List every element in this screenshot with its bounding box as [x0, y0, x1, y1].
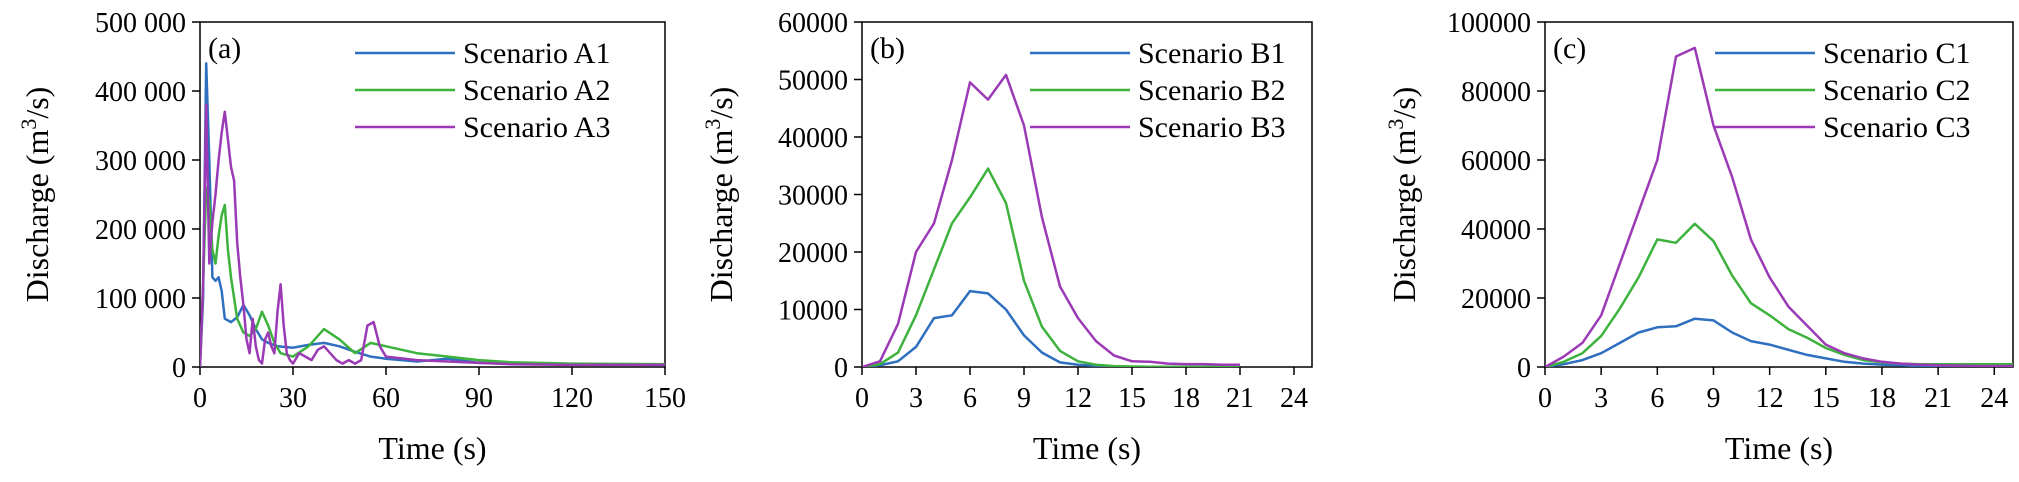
series-line-scenario-c3: [1545, 46, 2013, 367]
y-tick-label: 40000: [778, 123, 848, 154]
legend-label-scenario-a1: Scenario A1: [463, 37, 610, 70]
x-axis-title: Time (s): [378, 430, 486, 466]
chart-panel-a: 0 30 60 90 120 150 0 100 000 200 000 300 000 400 0…: [16, 8, 686, 466]
x-tick-label: 18: [1172, 383, 1200, 414]
plot-frame: [1544, 21, 2014, 368]
x-tick-label: 12: [1756, 383, 1784, 414]
y-tick-label: 60000: [1461, 146, 1531, 177]
y-tick-label: 40000: [1461, 215, 1531, 246]
y-tick-label: 100000: [1447, 8, 1531, 39]
y-tick-label: 30000: [778, 181, 848, 212]
y-tick-label: 0: [834, 353, 848, 384]
x-tick-label: 3: [909, 383, 923, 414]
y-tick-label: 0: [172, 353, 186, 384]
y-tick-label: 300 000: [95, 146, 186, 177]
x-tick-label: 3: [1594, 383, 1608, 414]
x-tick-label: 30: [279, 383, 307, 414]
x-tick-label: 0: [1538, 383, 1552, 414]
y-tick-label: 100 000: [95, 284, 186, 315]
y-tick-label: 500 000: [95, 8, 186, 39]
legend-label-scenario-b3: Scenario B3: [1138, 111, 1285, 144]
legend-label-scenario-b2: Scenario B2: [1138, 74, 1285, 107]
legend-label-scenario-b1: Scenario B1: [1138, 37, 1285, 70]
y-tick-label: 0: [1517, 353, 1531, 384]
legend-label-scenario-c1: Scenario C1: [1823, 37, 1970, 70]
x-tick-label: 120: [551, 383, 593, 414]
x-tick-label: 21: [1226, 383, 1254, 414]
y-tick-label: 50000: [778, 66, 848, 97]
panel-label: (c): [1553, 32, 1586, 65]
y-tick-label: 60000: [778, 8, 848, 39]
chart-panel-b: 0 3 6 9 12 15 18 21 24 0 10000 20000 30000 40000 50000…: [700, 8, 1313, 466]
x-tick-label: 6: [1650, 383, 1664, 414]
x-axis-title: Time (s): [1033, 430, 1141, 466]
panel-label: (b): [870, 32, 905, 65]
x-tick-label: 0: [193, 383, 207, 414]
y-axis-title: Discharge (m3/s): [16, 87, 55, 303]
x-tick-label: 9: [1706, 383, 1720, 414]
legend-label-scenario-a2: Scenario A2: [463, 74, 610, 107]
y-axis-title: Discharge (m3/s): [700, 87, 739, 303]
x-tick-label: 90: [465, 383, 493, 414]
y-tick-label: 20000: [778, 238, 848, 269]
chart-panel-c: 0 3 6 9 12 15 18 21 24 0 20000 40000 60000 80000 10000…: [1383, 8, 2014, 466]
x-axis-title: Time (s): [1725, 430, 1833, 466]
x-tick-label: 24: [1980, 383, 2008, 414]
x-tick-label: 21: [1924, 383, 1952, 414]
x-tick-label: 18: [1868, 383, 1896, 414]
x-tick-label: 6: [963, 383, 977, 414]
x-tick-label: 15: [1118, 383, 1146, 414]
x-tick-label: 12: [1064, 383, 1092, 414]
x-tick-label: 15: [1812, 383, 1840, 414]
panel-label: (a): [208, 32, 241, 65]
series-line-scenario-b2: [862, 167, 1240, 367]
y-axis-title: Discharge (m3/s): [1383, 87, 1422, 303]
y-tick-label: 10000: [778, 296, 848, 327]
x-tick-label: 0: [855, 383, 869, 414]
y-tick-label: 20000: [1461, 284, 1531, 315]
y-tick-label: 80000: [1461, 77, 1531, 108]
x-tick-label: 24: [1280, 383, 1308, 414]
series-line-scenario-c1: [1545, 317, 2013, 367]
legend-label-scenario-a3: Scenario A3: [463, 111, 610, 144]
series-line-scenario-a1: [200, 62, 665, 367]
y-tick-label: 200 000: [95, 215, 186, 246]
legend-label-scenario-c3: Scenario C3: [1823, 111, 1970, 144]
series-line-scenario-b1: [862, 289, 1240, 367]
x-tick-label: 9: [1017, 383, 1031, 414]
x-tick-label: 150: [644, 383, 686, 414]
series-line-scenario-b3: [862, 73, 1240, 367]
legend-label-scenario-c2: Scenario C2: [1823, 74, 1970, 107]
plot-frame: [199, 21, 666, 368]
series-line-scenario-a3: [200, 103, 665, 367]
y-tick-label: 400 000: [95, 77, 186, 108]
series-line-scenario-a2: [200, 186, 665, 367]
x-tick-label: 60: [372, 383, 400, 414]
